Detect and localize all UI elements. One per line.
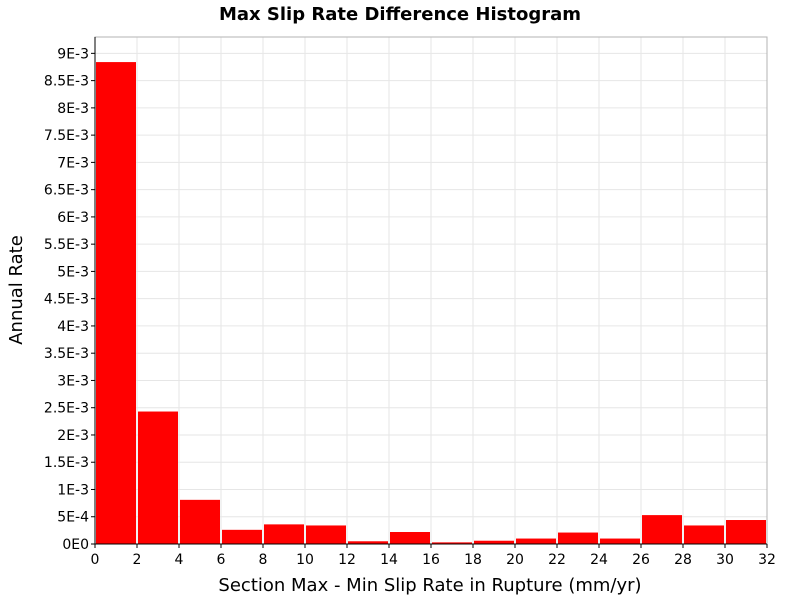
histogram-bar (222, 529, 262, 544)
y-tick-label: 8.5E-3 (44, 74, 89, 90)
y-tick-label: 2.5E-3 (44, 401, 89, 417)
y-tick-label: 6.5E-3 (44, 183, 89, 199)
histogram-bar (180, 499, 220, 544)
y-tick-label: 6E-3 (57, 210, 89, 226)
histogram-bar (390, 532, 430, 544)
y-tick-label: 7.5E-3 (44, 128, 89, 144)
y-tick-label: 1.5E-3 (44, 455, 89, 471)
x-tick-label: 12 (338, 552, 356, 568)
histogram-bar (474, 540, 514, 544)
y-tick-label: 2E-3 (57, 428, 89, 444)
y-tick-label: 3E-3 (57, 373, 89, 389)
x-tick-label: 30 (716, 552, 734, 568)
y-tick-label: 5E-3 (57, 264, 89, 280)
histogram-bar (516, 538, 556, 544)
y-tick-label: 5E-4 (57, 510, 89, 526)
y-tick-label: 8E-3 (57, 101, 89, 117)
histogram-bar (642, 515, 682, 544)
y-tick-label: 0E0 (62, 537, 89, 553)
y-tick-label: 4.5E-3 (44, 292, 89, 308)
y-tick-label: 3.5E-3 (44, 346, 89, 362)
histogram-bar (432, 542, 472, 544)
x-tick-label: 24 (590, 552, 608, 568)
y-axis-title: Annual Rate (6, 235, 27, 345)
histogram-bar (264, 524, 304, 544)
x-tick-label: 28 (674, 552, 692, 568)
histogram-bar (726, 520, 766, 544)
histogram-bar (138, 411, 178, 544)
histogram-bar (96, 62, 136, 544)
y-tick-label: 4E-3 (57, 319, 89, 335)
x-tick-label: 14 (380, 552, 398, 568)
x-tick-label: 0 (91, 552, 100, 568)
x-tick-label: 10 (296, 552, 314, 568)
x-ticks-layer: 0 2 4 6 8 10 12 14 16 18 20 22 24 26 28 30 32 (91, 544, 776, 568)
x-tick-label: 8 (259, 552, 268, 568)
histogram-bar (348, 541, 388, 544)
x-tick-label: 20 (506, 552, 524, 568)
y-tick-label: 9E-3 (57, 46, 89, 62)
grid-layer (94, 37, 768, 545)
chart-title: Max Slip Rate Difference Histogram (219, 4, 581, 25)
x-tick-label: 22 (548, 552, 566, 568)
histogram-bar (600, 538, 640, 544)
y-tick-label: 7E-3 (57, 155, 89, 171)
x-tick-label: 26 (632, 552, 650, 568)
y-tick-label: 5.5E-3 (44, 237, 89, 253)
histogram-bar (558, 532, 598, 544)
x-tick-label: 2 (133, 552, 142, 568)
y-tick-label: 1E-3 (57, 482, 89, 498)
y-ticks-layer: 0E0 5E-4 1E-3 1.5E-3 2E-3 2.5E-3 3E-3 3.5E-3 4E-… (44, 46, 95, 553)
x-tick-label: 16 (422, 552, 440, 568)
x-tick-label: 4 (175, 552, 184, 568)
bars-layer (96, 62, 766, 544)
x-tick-label: 6 (217, 552, 226, 568)
x-tick-label: 18 (464, 552, 482, 568)
x-axis-title: Section Max - Min Slip Rate in Rupture (… (218, 575, 641, 596)
histogram-bar (306, 525, 346, 544)
histogram-bar (684, 525, 724, 544)
x-tick-label: 32 (758, 552, 776, 568)
